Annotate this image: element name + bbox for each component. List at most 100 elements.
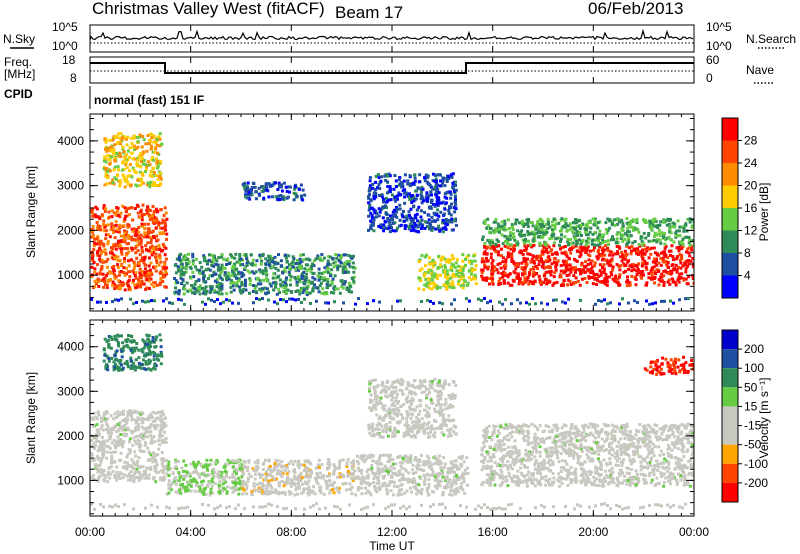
data-cell [158, 435, 162, 439]
data-cell [148, 458, 152, 462]
data-cell [97, 445, 101, 449]
data-cell [167, 491, 171, 495]
data-cell [125, 461, 129, 465]
data-cell [149, 430, 153, 434]
data-cell [228, 299, 231, 303]
data-cell [516, 298, 519, 302]
data-cell [332, 291, 336, 295]
data-cell [268, 256, 272, 260]
data-cell [242, 185, 246, 188]
data-cell [548, 280, 552, 284]
data-cell [402, 179, 406, 183]
data-cell [100, 420, 104, 423]
data-cell [500, 227, 503, 231]
data-cell [142, 367, 146, 371]
data-cell [98, 271, 102, 275]
data-cell [173, 466, 177, 470]
data-cell [125, 359, 129, 363]
data-cell [418, 173, 422, 177]
data-cell [688, 238, 692, 242]
data-cell [369, 219, 373, 223]
data-cell [139, 412, 143, 416]
data-cell [293, 185, 297, 189]
data-cell [237, 487, 241, 491]
data-cell [159, 423, 163, 427]
data-cell [457, 282, 460, 286]
data-cell [152, 451, 155, 455]
data-cell [102, 439, 106, 443]
data-cell [146, 362, 150, 366]
data-cell [451, 181, 455, 185]
data-cell [341, 271, 345, 275]
data-cell [368, 186, 372, 190]
data-cell [588, 254, 592, 258]
data-cell [384, 172, 388, 176]
data-cell [548, 237, 552, 241]
data-cell [92, 442, 96, 446]
data-cell [297, 297, 300, 301]
data-cell [116, 255, 120, 259]
data-cell [223, 266, 227, 270]
data-cell [134, 238, 138, 242]
data-cell [579, 250, 582, 254]
data-cell [108, 476, 112, 480]
data-cell [490, 265, 494, 269]
data-cell [539, 281, 543, 284]
data-cell [437, 201, 441, 205]
data-cell [271, 276, 275, 280]
data-cell [552, 275, 556, 279]
data-cell [547, 222, 550, 226]
data-cell [575, 225, 579, 229]
data-cell [105, 167, 109, 171]
data-cell [598, 245, 602, 249]
data-cell [651, 222, 655, 226]
data-cell [468, 299, 471, 303]
data-cell [325, 264, 329, 268]
data-cell [144, 163, 148, 167]
data-cell [239, 257, 243, 261]
data-cell [268, 464, 272, 468]
data-cell [412, 205, 415, 209]
data-cell [120, 247, 123, 251]
data-cell [162, 299, 165, 303]
data-cell [111, 299, 114, 303]
data-cell [215, 259, 219, 263]
data-cell [136, 237, 140, 241]
data-cell [202, 280, 206, 284]
data-cell [385, 227, 389, 231]
data-cell [603, 240, 607, 244]
data-cell [563, 235, 567, 239]
data-cell [140, 474, 144, 477]
data-cell [637, 243, 641, 246]
data-cell [514, 262, 518, 266]
data-cell [223, 478, 227, 482]
data-cell [431, 226, 435, 230]
data-cell [321, 276, 325, 280]
data-cell [591, 265, 595, 269]
data-cell [405, 217, 409, 220]
data-cell [645, 283, 648, 287]
data-cell [599, 254, 603, 258]
data-cell [109, 335, 113, 339]
data-cell [158, 137, 162, 141]
data-cell [345, 464, 349, 468]
data-cell [161, 265, 165, 269]
data-cell [120, 269, 123, 273]
data-cell [303, 267, 307, 271]
data-cell [431, 274, 434, 278]
data-cell [140, 276, 143, 280]
data-cell [569, 238, 573, 242]
data-cell [134, 230, 138, 234]
data-cell [207, 258, 211, 262]
data-cell [167, 487, 171, 491]
data-cell [122, 159, 126, 163]
data-cell [295, 194, 299, 198]
data-cell [135, 285, 139, 289]
data-cell [109, 250, 113, 254]
data-cell [164, 257, 168, 261]
data-cell [558, 273, 562, 277]
data-cell [444, 266, 447, 269]
data-cell [565, 254, 569, 258]
data-cell [112, 148, 116, 152]
data-cell [518, 277, 522, 281]
